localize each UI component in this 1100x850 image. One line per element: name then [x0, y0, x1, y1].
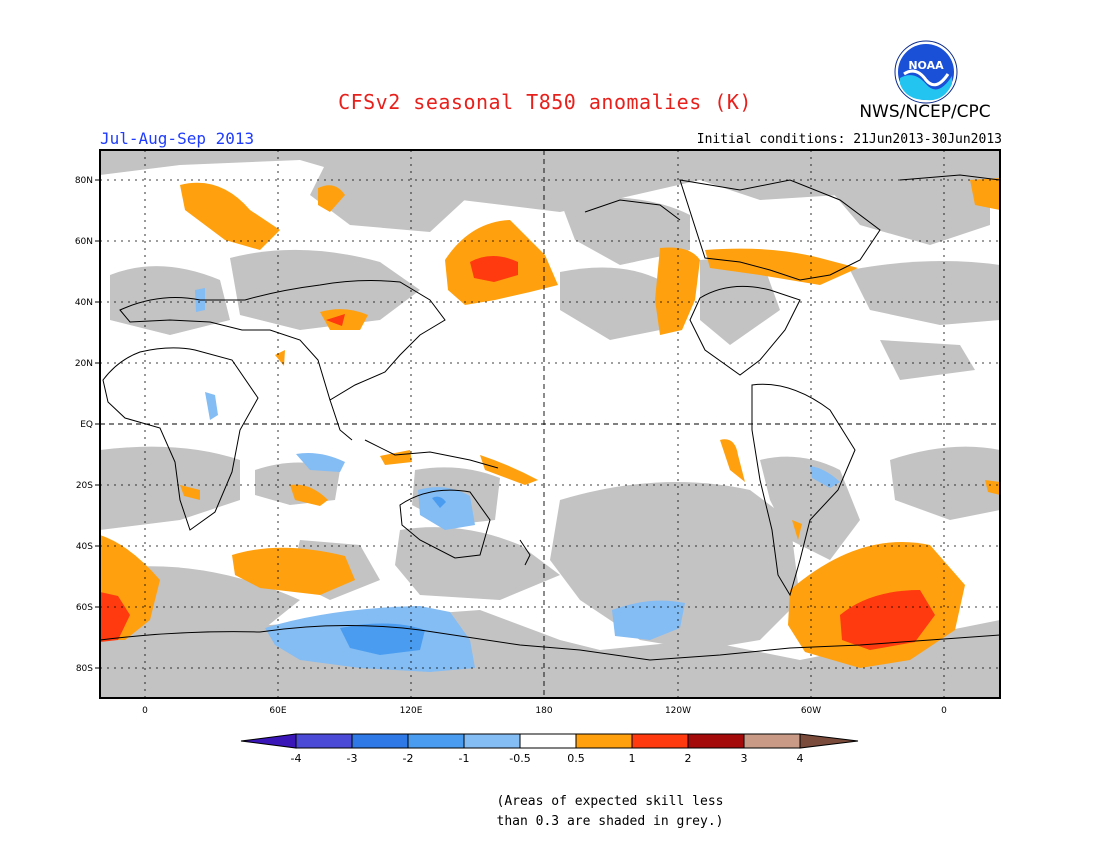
gridlines — [100, 150, 1000, 698]
lon-label: 0 — [142, 706, 148, 716]
noaa-logo: NOAA — [894, 40, 958, 104]
colorbar-swatch — [631, 733, 689, 749]
chart-title: CFSv2 seasonal T850 anomalies (K) — [338, 90, 752, 114]
lat-label: EQ — [80, 420, 93, 430]
colorbar-tick-label: 2 — [685, 752, 692, 765]
lat-label: 80N — [75, 176, 93, 186]
lat-label: 40S — [76, 542, 93, 552]
lat-label: 20N — [75, 359, 93, 369]
lon-label: 60E — [269, 706, 286, 716]
colorbar-swatch — [295, 733, 353, 749]
colorbar-swatch — [687, 733, 745, 749]
colorbar-tick-label: 3 — [741, 752, 748, 765]
forecast-period: Jul-Aug-Sep 2013 — [100, 129, 255, 148]
colorbar — [240, 733, 859, 749]
lat-label: 80S — [76, 664, 93, 674]
lon-label: 120W — [665, 706, 691, 716]
colorbar-tick-label: 0.5 — [567, 752, 585, 765]
lat-label: 20S — [76, 481, 93, 491]
colorbar-swatch — [519, 733, 577, 749]
colorbar-tick-label: -1 — [459, 752, 470, 765]
colorbar-swatch — [240, 733, 297, 749]
lat-label: 40N — [75, 298, 93, 308]
positive-anomaly-regions — [100, 178, 1000, 668]
colorbar-swatch — [743, 733, 801, 749]
colorbar-tick-label: 1 — [629, 752, 636, 765]
lon-label: 0 — [941, 706, 947, 716]
coastlines — [100, 174, 1000, 661]
colorbar-swatch — [799, 733, 859, 749]
colorbar-swatch — [351, 733, 409, 749]
equator-dateline — [100, 150, 1000, 698]
colorbar-tick-label: -0.5 — [509, 752, 530, 765]
colorbar-tick-label: -2 — [403, 752, 414, 765]
lon-label: 180 — [535, 706, 552, 716]
logo-text: NOAA — [908, 59, 944, 72]
lat-label: 60N — [75, 237, 93, 247]
colorbar-swatch — [407, 733, 465, 749]
colorbar-tick-label: -4 — [291, 752, 302, 765]
lat-label: 60S — [76, 603, 93, 613]
colorbar-swatch — [463, 733, 521, 749]
skill-note: (Areas of expected skill less than 0.3 a… — [496, 794, 724, 829]
lat-ticks — [95, 179, 100, 669]
lon-label: 120E — [400, 706, 423, 716]
initial-conditions: Initial conditions: 21Jun2013-30Jun2013 — [696, 132, 1002, 147]
colorbar-tick-label: -3 — [347, 752, 358, 765]
colorbar-tick-label: 4 — [797, 752, 804, 765]
agency-label: NWS/NCEP/CPC — [859, 102, 991, 122]
negative-anomaly-regions — [195, 288, 840, 672]
colorbar-swatch — [575, 733, 633, 749]
lon-label: 60W — [801, 706, 821, 716]
